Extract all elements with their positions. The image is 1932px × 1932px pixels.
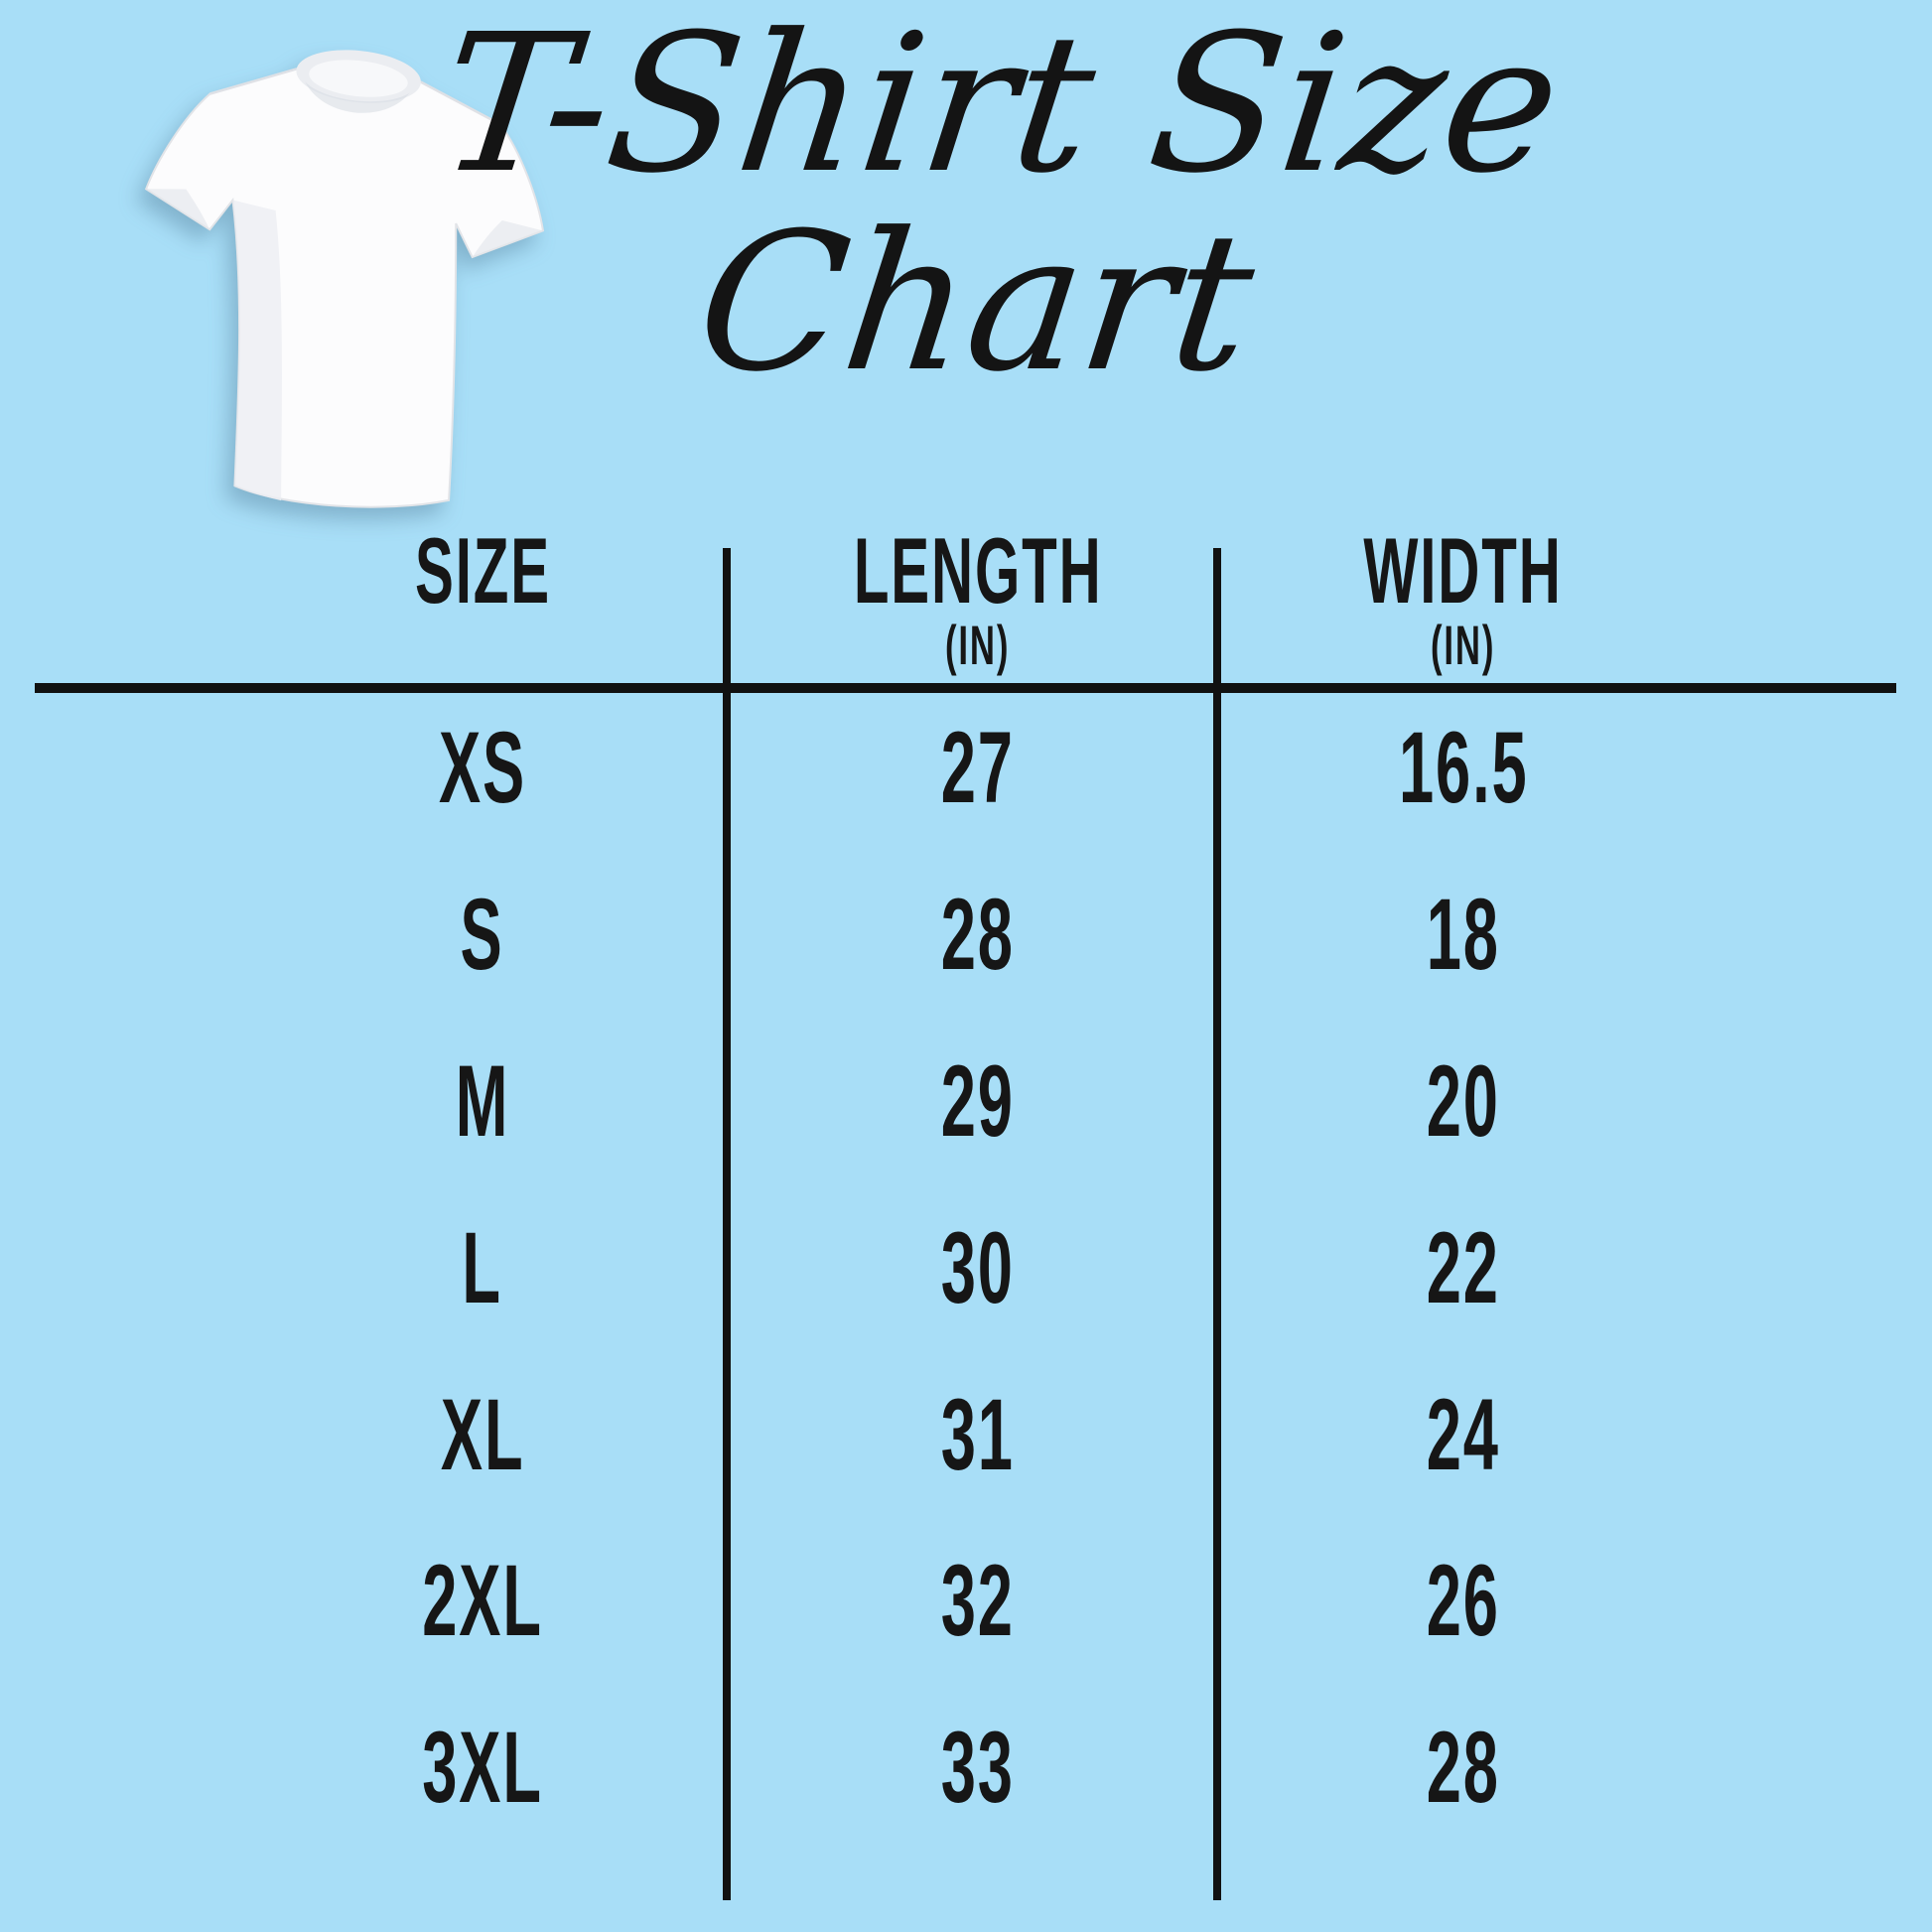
length-cell-xl: 31 — [940, 1378, 1016, 1491]
length-cell-3xl: 33 — [940, 1711, 1016, 1824]
page-title: T-Shirt Size Chart — [382, 0, 1592, 414]
size-cell-s: S — [460, 878, 505, 991]
size-cell-xs: XS — [438, 711, 527, 824]
width-cell-xl: 24 — [1426, 1378, 1501, 1491]
length-cell-m: 29 — [940, 1044, 1016, 1158]
width-cell-l: 22 — [1426, 1211, 1501, 1324]
tshirt-image — [144, 50, 545, 508]
tshirt-left-shadow — [232, 200, 282, 501]
width-cell-2xl: 26 — [1426, 1544, 1501, 1657]
column-header-width: WIDTH — [1363, 518, 1564, 622]
table-divider-vertical-1 — [723, 548, 731, 1900]
width-cell-s: 18 — [1426, 878, 1501, 991]
size-cell-xl: XL — [440, 1378, 525, 1491]
length-cell-s: 28 — [940, 878, 1016, 991]
size-cell-m: M — [455, 1044, 510, 1158]
tshirt-shoulder-seams — [209, 68, 501, 126]
size-cell-2xl: 2XL — [422, 1544, 543, 1657]
column-header-length: LENGTH — [853, 518, 1103, 622]
table-divider-horizontal — [35, 683, 1896, 693]
table-divider-vertical-2 — [1213, 548, 1221, 1900]
width-cell-3xl: 28 — [1426, 1711, 1501, 1824]
tshirt-shape — [144, 50, 545, 508]
tshirt-collar-inner — [309, 60, 408, 97]
width-cell-m: 20 — [1426, 1044, 1501, 1158]
title-line-1: T-Shirt Size — [429, 0, 1572, 215]
width-cell-xs: 16.5 — [1398, 711, 1529, 824]
length-cell-2xl: 32 — [940, 1544, 1016, 1657]
length-cell-xs: 27 — [940, 711, 1016, 824]
column-subheader-width-unit: (IN) — [1431, 614, 1496, 676]
column-header-size: SIZE — [414, 518, 551, 622]
column-subheader-length-unit: (IN) — [945, 614, 1011, 676]
tshirt-right-sleeve-shadow — [472, 219, 543, 258]
title-line-2: Chart — [687, 192, 1265, 414]
tshirt-collar-shadow — [305, 81, 410, 113]
size-cell-l: L — [462, 1211, 503, 1324]
length-cell-l: 30 — [940, 1211, 1016, 1324]
size-cell-3xl: 3XL — [422, 1711, 543, 1824]
